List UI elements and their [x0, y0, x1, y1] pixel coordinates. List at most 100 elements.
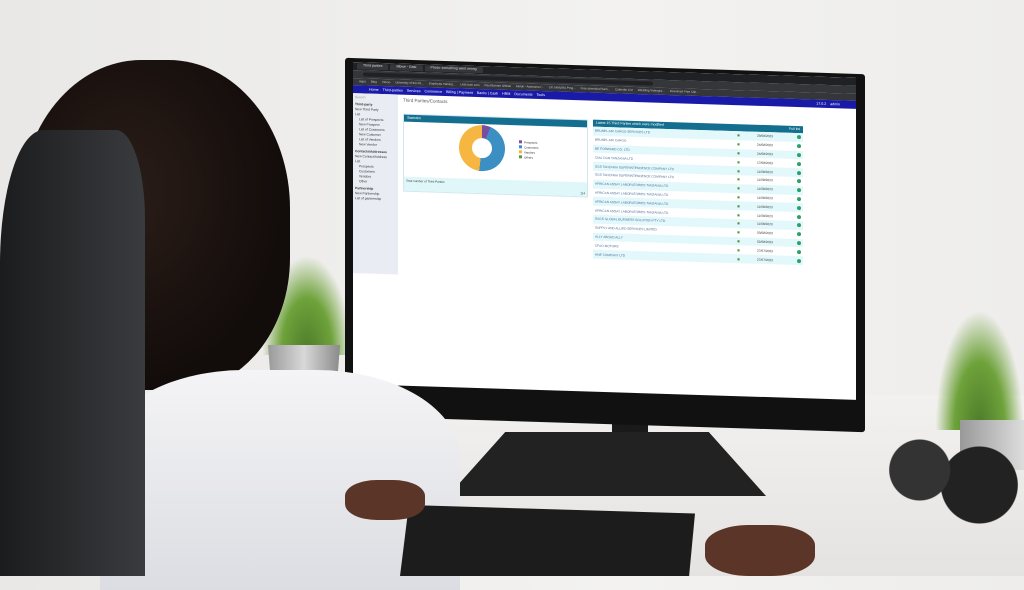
legend-item: Others [519, 155, 539, 161]
sidebar-item[interactable]: List of partnership [355, 196, 382, 201]
headphones [875, 430, 1024, 530]
nav-item[interactable]: Documents [514, 92, 533, 97]
chair [0, 130, 145, 576]
nav-item[interactable]: Banks | Cash [476, 90, 499, 96]
status-dot [797, 240, 801, 246]
status-dot [797, 179, 801, 184]
nav-item[interactable]: Billing | Payment [446, 90, 473, 95]
document-icon: ▣ [737, 203, 741, 209]
document-icon: ▣ [737, 133, 741, 138]
modified-date: 11/08/2023 [757, 204, 773, 210]
document-icon: ▣ [737, 195, 741, 200]
legend-label: Vendors [524, 150, 536, 155]
bookmark[interactable]: Free download Sam... [580, 86, 610, 92]
version: 17.0.2 [816, 101, 827, 106]
nav-item[interactable]: Commerce [424, 89, 443, 94]
document-icon: ▣ [737, 159, 741, 165]
statistics-panel: Statistics Prospects Customers Vendors Othe… [403, 113, 588, 198]
user-menu[interactable]: admin [830, 102, 840, 107]
browser-tab[interactable]: Third parties [357, 63, 389, 71]
bookmark[interactable]: Employee training... [428, 81, 456, 87]
sidebar-item[interactable]: Other [359, 179, 368, 184]
status-dot [797, 153, 801, 158]
modified-date: 24/08/2023 [757, 151, 773, 157]
modified-date: 02/08/2023 [757, 239, 773, 245]
bookmark[interactable]: CK JAMURA Prog... [548, 85, 576, 91]
modified-date: 03/08/2023 [757, 230, 773, 236]
search-input[interactable]: Search [355, 95, 366, 100]
modified-date: 27/07/2023 [757, 248, 773, 254]
bookmark[interactable]: University of the Pe... [395, 80, 424, 86]
nav-item[interactable]: Home [369, 87, 379, 92]
nav-item[interactable]: Third-parties [382, 88, 403, 93]
total-label: Total number of Third Parties [406, 178, 445, 184]
document-icon: ▣ [737, 177, 741, 182]
document-icon: ▣ [737, 239, 741, 244]
full-list-link[interactable]: Full list [789, 126, 800, 132]
monitor-base [448, 432, 766, 496]
bookmark[interactable]: Moloti - Awesome f... [516, 84, 544, 90]
document-icon: ▣ [737, 212, 741, 217]
status-dot [797, 144, 801, 149]
legend-swatch [519, 150, 522, 154]
modified-date: 11/08/2023 [757, 169, 773, 174]
document-icon: ▣ [737, 151, 741, 156]
legend-swatch [519, 155, 522, 159]
latest-third-parties: Latest 15 Third Parties which were modif… [593, 119, 803, 266]
document-icon: ▣ [737, 221, 741, 226]
document-icon: ▣ [737, 186, 741, 191]
nav-item[interactable]: Tools [536, 92, 545, 98]
document-icon: ▣ [737, 230, 741, 235]
browser-tab[interactable]: Mbwe - Gate [390, 64, 423, 72]
legend-swatch [519, 145, 522, 149]
document-icon: ▣ [737, 168, 741, 173]
status-dot [797, 232, 801, 237]
status-dot [797, 161, 801, 166]
screen: Third parties Mbwe - Gate Photo: something… [353, 62, 856, 400]
monitor: Third parties Mbwe - Gate Photo: something… [345, 57, 865, 433]
status-dot [797, 223, 801, 228]
sidebar-item[interactable]: New Vendor [359, 142, 377, 147]
keyboard [400, 505, 695, 576]
status-dot [797, 188, 801, 193]
hand-right [705, 525, 815, 576]
status-dot [797, 135, 801, 140]
bookmark[interactable]: Blog [370, 79, 377, 84]
modified-date: 11/08/2023 [757, 213, 773, 218]
document-icon: ▣ [737, 247, 741, 252]
legend-label: Prospects [524, 140, 538, 145]
legend-swatch [519, 140, 522, 144]
modified-date: 17/08/2023 [757, 160, 773, 166]
bookmark[interactable]: Paul Banner Official [484, 83, 511, 89]
bookmark[interactable]: Yahoo [381, 79, 391, 85]
modified-date: 29/08/2023 [757, 134, 773, 139]
bookmark[interactable]: Download Free Clip... [669, 89, 699, 94]
total-value: 114 [580, 191, 585, 196]
modified-date: 24/08/2023 [757, 142, 773, 148]
legend-label: Others [524, 155, 534, 160]
status-dot [797, 197, 801, 202]
legend: Prospects Customers Vendors Others [519, 140, 539, 161]
hand [345, 480, 425, 520]
nav-item[interactable]: Services [406, 88, 421, 94]
company-link[interactable]: HNE COMPANY LTD [595, 252, 626, 258]
modified-date: 11/08/2023 [757, 195, 773, 201]
document-icon: ▣ [737, 142, 741, 147]
bookmark[interactable]: Calendar List [615, 87, 633, 92]
bookmark[interactable]: Apps [359, 79, 366, 84]
status-dot [797, 214, 801, 219]
modified-date: 11/08/2023 [757, 222, 773, 227]
donut-chart [459, 124, 505, 172]
bookmark[interactable]: Wedding Videogra... [637, 88, 665, 93]
status-dot [797, 249, 801, 254]
modified-date: 11/08/2023 [757, 178, 773, 183]
status-dot [797, 258, 801, 263]
bookmark[interactable]: LMS tech.com [460, 82, 480, 88]
status-dot [797, 205, 801, 210]
status-dot [797, 170, 801, 175]
document-icon: ▣ [737, 256, 741, 261]
plant-right [935, 310, 1024, 430]
legend-label: Customers [524, 145, 539, 150]
nav-item[interactable]: HRM [502, 91, 511, 97]
total-row: Total number of Third Parties 114 [404, 176, 587, 197]
